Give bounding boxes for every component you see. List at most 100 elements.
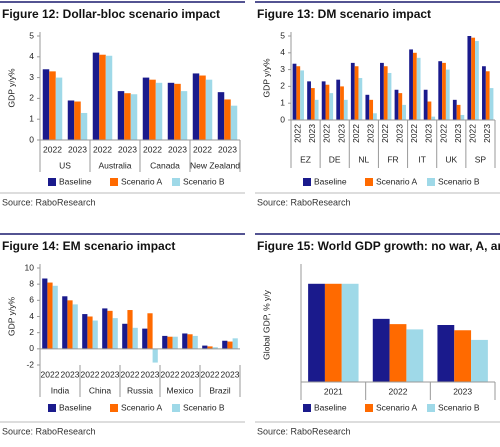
bar [149, 79, 156, 140]
bar [300, 70, 304, 120]
bar [182, 333, 188, 349]
y-tick-label: 4 [280, 47, 285, 57]
group-label: FR [387, 154, 398, 164]
group-label: SP [475, 154, 487, 164]
y-tick-label: 8 [29, 278, 34, 288]
bar [452, 99, 457, 120]
group-label: Australia [98, 160, 131, 170]
legend-label: Scenario B [183, 402, 225, 412]
y-tick-label: 3 [29, 72, 34, 82]
bar [82, 314, 88, 349]
group-label: EZ [300, 154, 311, 164]
bar [152, 348, 158, 363]
y-tick-label: 2 [29, 93, 34, 103]
y-axis-label: GDP y/y% [6, 68, 16, 107]
x-tick-label: 2023 [141, 369, 160, 379]
x-tick-label: 2022 [41, 369, 60, 379]
bar [358, 78, 363, 120]
bar [147, 313, 153, 349]
x-tick-label: 2022 [467, 124, 477, 143]
legend-label: Baseline [314, 402, 347, 412]
bar [162, 335, 168, 349]
bar [373, 113, 377, 120]
bar [172, 336, 178, 349]
bar [102, 308, 108, 349]
x-tick-label: 2023 [482, 124, 492, 143]
x-tick-label: 2022 [143, 144, 162, 154]
bar [394, 89, 399, 120]
legend-swatch [427, 404, 435, 412]
bar [42, 69, 50, 140]
bar [47, 282, 53, 349]
bar [416, 57, 421, 120]
bar [354, 66, 359, 120]
legend-swatch [365, 178, 373, 186]
bar [341, 283, 359, 382]
bar [49, 71, 56, 140]
x-tick-label: 2023 [221, 369, 240, 379]
bar [117, 91, 125, 140]
source: Source: RaboResearch [257, 426, 351, 436]
x-tick-label: 2022 [201, 369, 220, 379]
y-tick-label: -2 [26, 359, 34, 369]
bar [52, 285, 58, 349]
group-label: Brazil [209, 385, 230, 395]
source: Source: RaboResearch [2, 426, 96, 436]
legend-label: Scenario A [376, 402, 417, 412]
bar [180, 91, 188, 140]
bar [471, 37, 476, 120]
bar [87, 316, 93, 349]
bar [292, 63, 297, 120]
x-tick-label: 2022 [93, 144, 112, 154]
x-tick-label: 2022 [43, 144, 62, 154]
chart-title: Figure 12: Dollar-bloc scenario impact [2, 7, 220, 21]
x-tick-label: 2022 [322, 124, 332, 143]
legend-label: Scenario A [121, 402, 162, 412]
bar [307, 81, 311, 120]
bar [192, 73, 200, 140]
legend-label: Baseline [59, 176, 92, 186]
legend-label: Scenario B [438, 402, 480, 412]
source: Source: RaboResearch [2, 197, 96, 207]
group-label: UK [445, 154, 457, 164]
bar [192, 335, 198, 349]
y-tick-label: 6 [29, 295, 34, 305]
x-tick-label: 2022 [409, 124, 419, 143]
bar [92, 52, 100, 140]
group-label: DE [329, 154, 341, 164]
group-label: China [89, 385, 111, 395]
y-axis-label: GDP y/y% [6, 297, 16, 336]
legend-swatch [110, 178, 118, 186]
x-tick-label: 2023 [101, 369, 120, 379]
group-label: Russia [127, 385, 153, 395]
legend-swatch [303, 178, 311, 186]
x-tick-label: 2023 [453, 124, 463, 143]
bar [329, 93, 334, 120]
bar [202, 345, 208, 349]
y-tick-label: 5 [29, 30, 34, 40]
bar [74, 101, 81, 140]
bar [124, 93, 131, 140]
bar [67, 300, 73, 349]
y-tick-label: 4 [29, 311, 34, 321]
group-label: NL [358, 154, 369, 164]
bar [105, 55, 113, 141]
legend-swatch [172, 404, 180, 412]
bar [485, 71, 490, 120]
bar [454, 330, 472, 382]
bar [398, 93, 403, 120]
y-tick-label: 1 [29, 113, 34, 123]
bar [380, 62, 384, 120]
bar [224, 99, 231, 140]
bar [222, 340, 228, 349]
bar [217, 92, 225, 140]
bar [467, 36, 472, 120]
legend-swatch [110, 404, 118, 412]
bar [212, 347, 218, 349]
x-tick-label: 2022 [121, 369, 140, 379]
bar [402, 104, 406, 120]
chart-title: Figure 15: World GDP growth: no war, A, … [257, 239, 500, 253]
legend-swatch [427, 178, 435, 186]
x-tick-label: 2023 [365, 124, 375, 143]
